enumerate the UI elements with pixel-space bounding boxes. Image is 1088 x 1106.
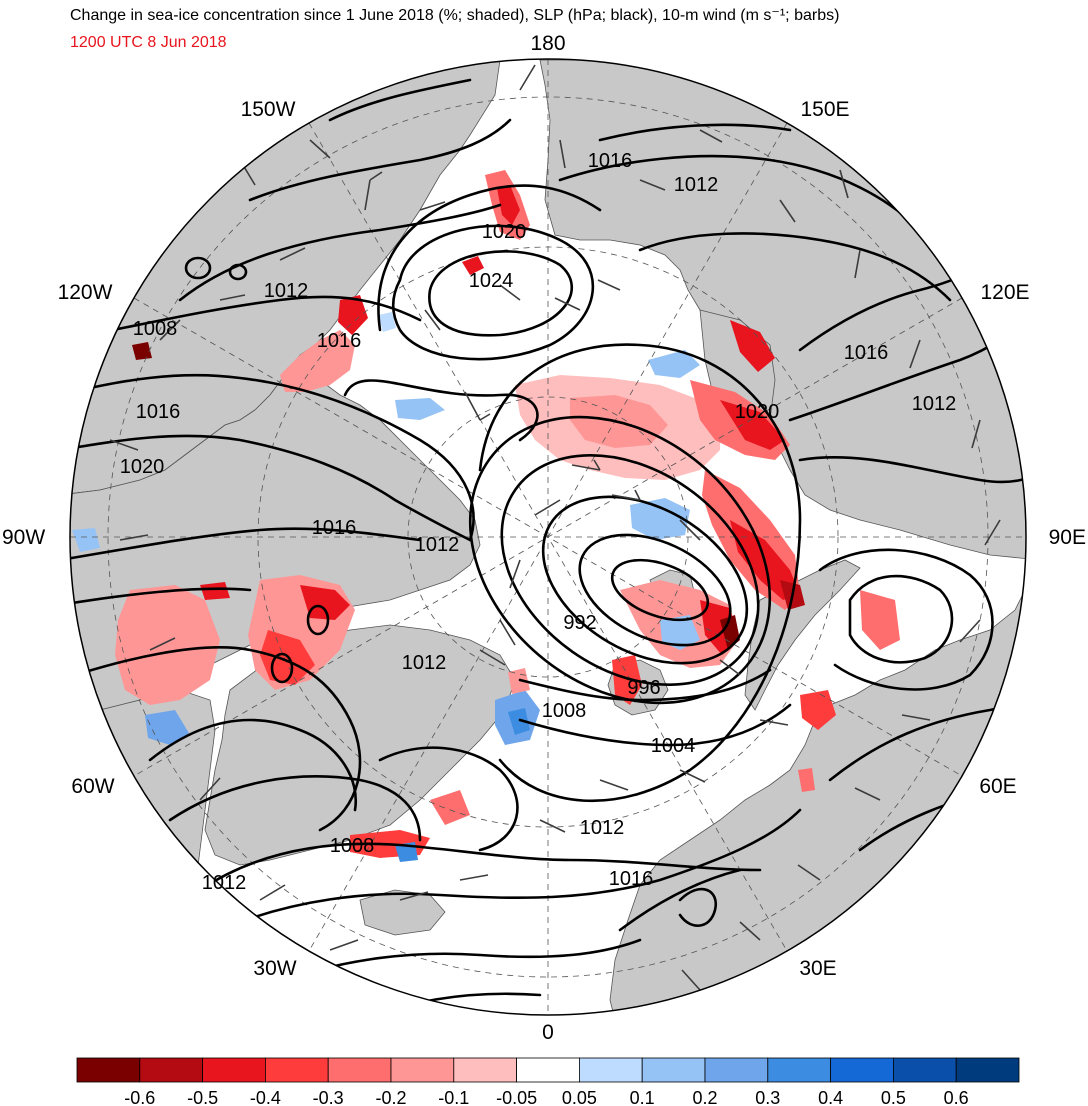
slp-label: 1016 xyxy=(588,150,633,172)
lon-label-0: 0 xyxy=(542,1021,554,1044)
lon-label-120e: 120E xyxy=(980,281,1029,304)
slp-label: 1012 xyxy=(912,393,957,415)
colorbar-swatch xyxy=(264,1057,329,1083)
colorbar-label: -0.5 xyxy=(187,1088,218,1106)
slp-contour-992 xyxy=(610,558,710,622)
colorbar-label: -0.05 xyxy=(496,1088,537,1106)
colorbar-label: 0.05 xyxy=(562,1088,597,1106)
colorbar-label: -0.2 xyxy=(375,1088,406,1106)
slp-label: 1008 xyxy=(330,835,375,857)
colorbar-label: -0.6 xyxy=(124,1088,155,1106)
slp-label: 1020 xyxy=(735,401,780,423)
colorbar-swatch xyxy=(704,1057,769,1083)
land-iceland xyxy=(359,889,446,936)
slp-label: 1012 xyxy=(202,872,247,894)
slp-label: 1016 xyxy=(844,342,889,364)
slp-contour-1004 xyxy=(500,453,760,687)
colorbar-label: -0.4 xyxy=(250,1088,281,1106)
lon-label-180: 180 xyxy=(530,32,565,55)
slp-labels: 1016 1012 1020 1024 1012 1008 1016 1016 … xyxy=(120,150,957,894)
lon-label-60e: 60E xyxy=(979,775,1016,798)
colorbar-swatch xyxy=(516,1057,580,1083)
land-baffin-labrador xyxy=(70,689,216,1015)
colorbar-swatch xyxy=(641,1057,706,1083)
colorbar-swatch xyxy=(893,1057,957,1083)
slp-label: 992 xyxy=(563,612,596,634)
slp-label: 1020 xyxy=(482,221,527,243)
map-border xyxy=(69,58,1027,1016)
slp-label: 1016 xyxy=(609,868,654,890)
lon-label-30w: 30W xyxy=(253,957,296,980)
colorbar-swatch xyxy=(139,1057,204,1083)
slp-label: 1012 xyxy=(580,817,625,839)
colorbar-swatch xyxy=(830,1057,894,1083)
sea-ice-change-shading xyxy=(72,170,900,862)
lon-label-30e: 30E xyxy=(799,957,836,980)
slp-label: 1012 xyxy=(674,174,719,196)
colorbar-swatch xyxy=(390,1057,455,1083)
slp-label: 1012 xyxy=(415,534,460,556)
colorbar-swatch xyxy=(767,1057,831,1083)
colorbar-swatch xyxy=(955,1057,1020,1083)
slp-label: 1008 xyxy=(542,700,587,722)
slp-label: 1004 xyxy=(651,735,696,757)
colorbar-label: 0.2 xyxy=(692,1088,717,1106)
graticule xyxy=(70,59,1026,1015)
colorbar-label: 0.4 xyxy=(818,1088,843,1106)
colorbar: -0.6 -0.5 -0.4 -0.3 -0.2 -0.1 -0.05 0.05 0.1 0.2 0… xyxy=(76,1057,1020,1106)
slp-label: 1012 xyxy=(264,280,309,302)
slp-label: 1016 xyxy=(312,517,357,539)
lon-label-120w: 120W xyxy=(58,281,113,304)
colorbar-swatch xyxy=(453,1057,517,1083)
slp-contour-1012-arc xyxy=(478,343,802,803)
slp-label: 1016 xyxy=(317,330,362,352)
lon-label-150e: 150E xyxy=(800,98,849,121)
colorbar-label: -0.1 xyxy=(438,1088,469,1106)
colorbar-swatch xyxy=(76,1057,141,1083)
colorbar-label: 0.1 xyxy=(630,1088,655,1106)
colorbar-label: 0.5 xyxy=(881,1088,906,1106)
lon-label-90w: 90W xyxy=(2,526,45,549)
slp-contours xyxy=(70,78,1026,1015)
colorbar-swatch xyxy=(579,1057,643,1083)
slp-label: 1020 xyxy=(120,456,165,478)
slp-label: 1008 xyxy=(133,318,178,340)
slp-label: 996 xyxy=(627,677,660,699)
lon-label-90e: 90E xyxy=(1049,526,1086,549)
colorbar-swatch xyxy=(202,1057,266,1083)
slp-label: 1012 xyxy=(402,652,447,674)
longitude-labels: 180 150E 120E 90E 60E 30E 0 30W 60W 90W … xyxy=(2,32,1086,1044)
colorbar-label: 0.3 xyxy=(755,1088,780,1106)
lon-label-150w: 150W xyxy=(241,98,296,121)
map-title: Change in sea-ice concentration since 1 … xyxy=(70,7,839,24)
slp-contour-996 xyxy=(578,533,732,647)
colorbar-swatch xyxy=(327,1057,392,1083)
colorbar-label: 0.6 xyxy=(944,1088,969,1106)
slp-label: 1024 xyxy=(469,270,514,292)
slp-contour-1008 xyxy=(468,415,772,705)
colorbar-label: -0.3 xyxy=(313,1088,344,1106)
lon-label-60w: 60W xyxy=(71,775,114,798)
valid-time: 1200 UTC 8 Jun 2018 xyxy=(70,34,227,51)
slp-label: 1016 xyxy=(136,401,181,423)
slp-contour-1000 xyxy=(541,495,749,665)
